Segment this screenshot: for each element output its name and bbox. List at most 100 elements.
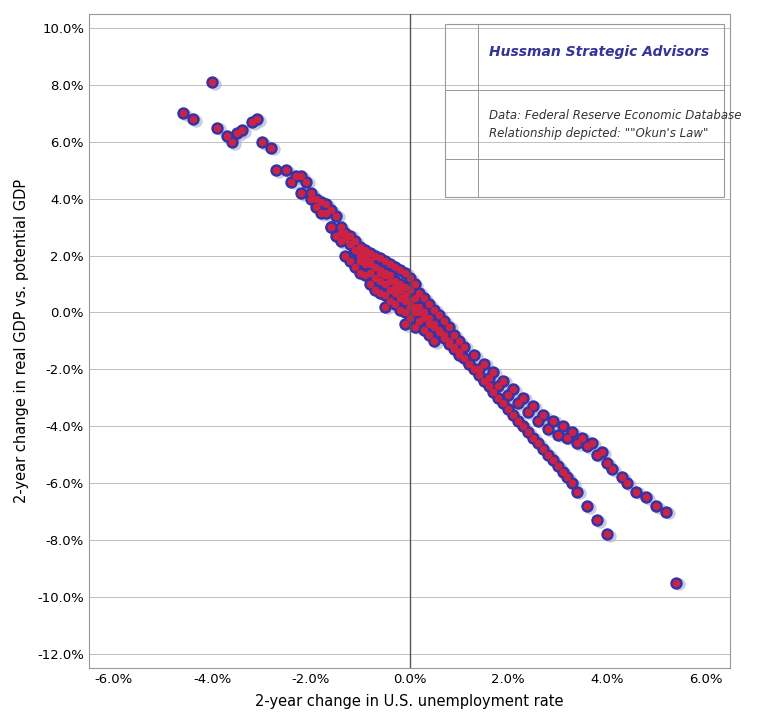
Point: [337, 237, 350, 249]
Point: [423, 312, 435, 324]
Point: [334, 221, 347, 233]
Point: [369, 250, 381, 262]
Point: [670, 577, 682, 589]
Point: [310, 193, 322, 205]
Point: [209, 78, 222, 90]
Point: [357, 243, 369, 254]
Point: [359, 244, 371, 256]
Point: [384, 295, 396, 307]
Point: [305, 193, 317, 205]
Point: [515, 399, 527, 411]
Point: [256, 136, 268, 147]
Point: [391, 263, 404, 275]
Point: [624, 479, 636, 491]
Point: [446, 340, 459, 351]
Point: [388, 287, 401, 299]
Point: [541, 449, 554, 461]
Point: [455, 348, 468, 360]
Point: [362, 254, 374, 266]
Point: [512, 398, 524, 409]
Point: [404, 301, 416, 312]
X-axis label: 2-year change in U.S. unemployment rate: 2-year change in U.S. unemployment rate: [256, 694, 564, 709]
Point: [235, 124, 248, 136]
Point: [359, 270, 371, 281]
Point: [472, 369, 485, 381]
Point: [349, 244, 361, 256]
Point: [586, 437, 598, 449]
Point: [438, 333, 450, 344]
Point: [404, 273, 416, 284]
Point: [374, 275, 386, 287]
Point: [532, 437, 544, 449]
Point: [413, 301, 425, 312]
Point: [547, 415, 559, 427]
Point: [581, 440, 594, 452]
Point: [401, 268, 414, 280]
Point: [387, 271, 399, 283]
Point: [394, 304, 406, 315]
Point: [408, 293, 421, 304]
Point: [374, 287, 386, 299]
Point: [418, 307, 431, 318]
Point: [569, 479, 581, 491]
Point: [342, 252, 354, 263]
Point: [601, 458, 613, 469]
Point: [313, 194, 325, 206]
Point: [268, 143, 280, 155]
Point: [394, 278, 406, 290]
Point: [418, 293, 431, 304]
Point: [398, 267, 411, 278]
Point: [320, 208, 332, 219]
Point: [522, 406, 534, 418]
Point: [334, 227, 347, 239]
Point: [422, 294, 434, 306]
Point: [367, 249, 379, 260]
Point: [391, 283, 404, 294]
Point: [554, 431, 567, 442]
Point: [540, 411, 552, 422]
Point: [621, 477, 633, 489]
Point: [541, 449, 554, 461]
Point: [369, 273, 381, 284]
Point: [566, 426, 578, 437]
Point: [423, 312, 435, 324]
Point: [347, 240, 360, 252]
Point: [374, 252, 386, 264]
Point: [344, 239, 357, 250]
Point: [398, 318, 411, 330]
Point: [387, 260, 399, 272]
Point: [490, 368, 503, 380]
Point: [490, 388, 503, 400]
Point: [525, 428, 537, 440]
Point: [388, 298, 401, 309]
Point: [423, 298, 435, 309]
Point: [367, 280, 379, 291]
Point: [235, 124, 248, 136]
Point: [398, 281, 411, 293]
Point: [305, 187, 317, 199]
Point: [480, 359, 493, 371]
Point: [468, 364, 480, 375]
Point: [438, 330, 450, 341]
Point: [452, 346, 465, 358]
Point: [416, 303, 428, 315]
Point: [512, 415, 524, 427]
Point: [324, 205, 337, 216]
Point: [487, 367, 499, 378]
Point: [364, 255, 376, 267]
Point: [324, 205, 337, 216]
Point: [330, 230, 342, 241]
Point: [377, 254, 389, 266]
Point: [630, 486, 642, 497]
Point: [411, 322, 424, 334]
Point: [362, 260, 374, 272]
Point: [428, 318, 440, 330]
Point: [354, 267, 367, 278]
Point: [500, 399, 513, 411]
Point: [448, 330, 460, 341]
Point: [527, 401, 539, 412]
Point: [359, 250, 371, 262]
Point: [416, 309, 428, 320]
Point: [226, 136, 239, 147]
Point: [452, 335, 465, 347]
